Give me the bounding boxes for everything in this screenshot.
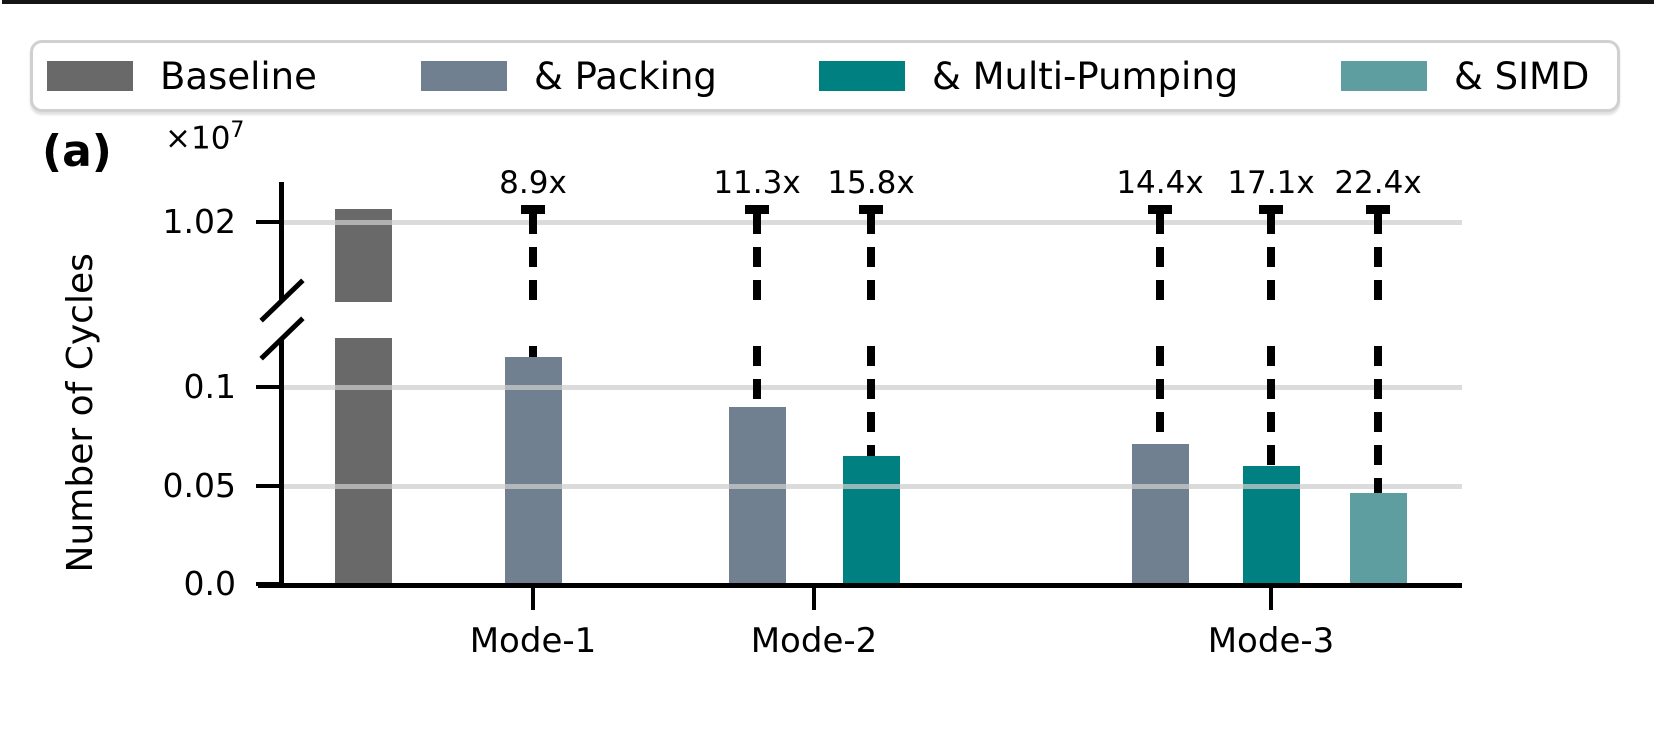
legend-label-multi-pumping: & Multi-Pumping	[932, 54, 1239, 98]
speedup-annotation: 14.4x	[1116, 165, 1204, 201]
speedup-dash-line	[1267, 214, 1275, 466]
legend: Baseline & Packing & Multi-Pumping & SIMD	[30, 40, 1620, 112]
legend-label-baseline: Baseline	[160, 54, 317, 98]
legend-label-simd: & SIMD	[1454, 54, 1590, 98]
x-tick-label-mode-2: Mode-2	[750, 621, 878, 661]
y-tick-mark	[256, 385, 284, 389]
y-axis-multiplier-exponent: 7	[230, 118, 245, 143]
speedup-dash-cap	[859, 205, 883, 214]
x-tick-mark	[1269, 588, 1273, 610]
y-tick-label: 1.02	[162, 202, 236, 241]
y-axis-multiplier: ×107	[165, 120, 244, 154]
gridline	[284, 483, 1462, 489]
speedup-dash-cap	[1148, 205, 1172, 214]
speedup-annotation: 22.4x	[1334, 165, 1422, 201]
y-axis-multiplier-base: ×10	[165, 120, 231, 157]
y-tick-label: 0.0	[183, 564, 236, 603]
bar-mode-2-multi-pumping	[842, 455, 900, 584]
y-axis-spine	[279, 182, 284, 584]
legend-item-packing: & Packing	[421, 43, 717, 109]
bar-mode-1-packing	[504, 357, 562, 584]
speedup-annotation: 17.1x	[1227, 165, 1315, 201]
y-tick-label: 0.05	[162, 465, 236, 505]
legend-swatch-packing	[421, 61, 507, 91]
bar-mode-3-simd	[1349, 493, 1407, 584]
y-tick-label: 0.1	[183, 367, 236, 406]
x-tick-mark	[531, 588, 535, 610]
legend-swatch-multi-pumping	[819, 61, 905, 91]
x-tick-label-mode-3: Mode-3	[1207, 621, 1335, 661]
y-tick-mark	[256, 220, 284, 224]
x-axis-spine	[258, 583, 1462, 588]
x-tick-label-mode-1: Mode-1	[469, 621, 597, 661]
bar-baseline	[334, 209, 392, 584]
speedup-dash-cap	[521, 205, 545, 214]
y-tick-mark	[256, 483, 284, 488]
legend-swatch-baseline	[47, 61, 133, 91]
legend-item-simd: & SIMD	[1341, 43, 1589, 109]
legend-swatch-simd	[1341, 61, 1427, 91]
panel-label: (a)	[42, 126, 112, 177]
figure-top-rule	[2, 0, 1654, 4]
bar-mode-2-packing	[728, 406, 786, 584]
x-tick-mark	[812, 588, 816, 610]
y-tick-mark	[256, 582, 284, 586]
speedup-dash-cap	[745, 205, 769, 214]
speedup-annotation: 15.8x	[827, 165, 915, 201]
speedup-annotation: 11.3x	[713, 165, 801, 201]
legend-label-packing: & Packing	[534, 54, 717, 98]
speedup-dash-line	[529, 214, 537, 358]
axis-break-band	[252, 302, 1464, 338]
speedup-dash-cap	[1366, 205, 1390, 214]
legend-item-baseline: Baseline	[47, 43, 317, 109]
speedup-dash-line	[1374, 214, 1382, 494]
speedup-dash-cap	[1259, 205, 1283, 214]
bar-mode-3-packing	[1131, 444, 1189, 584]
speedup-annotation: 8.9x	[499, 165, 567, 201]
legend-item-multi-pumping: & Multi-Pumping	[819, 43, 1238, 109]
